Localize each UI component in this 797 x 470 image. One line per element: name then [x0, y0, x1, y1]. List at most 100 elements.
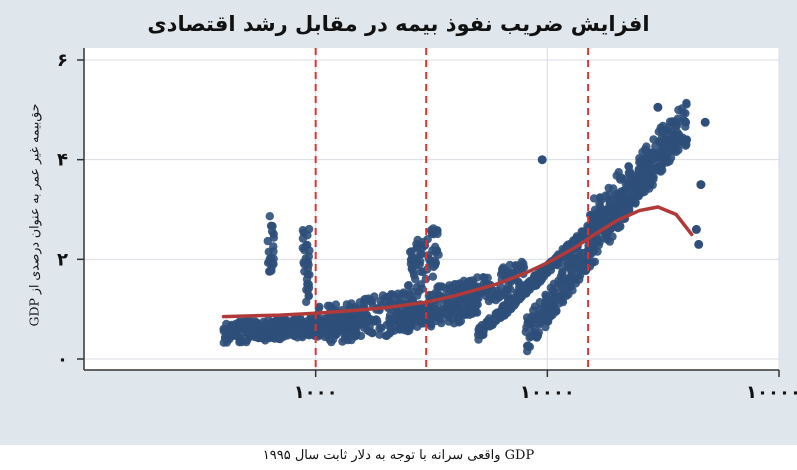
data-point: [375, 324, 384, 333]
data-point: [272, 317, 282, 327]
y-tick-label: ۲: [57, 249, 68, 270]
data-point: [573, 235, 583, 244]
data-point: [222, 319, 231, 329]
data-point: [671, 122, 681, 131]
data-point: [515, 291, 525, 300]
data-point: [316, 319, 326, 328]
data-point: [398, 318, 407, 328]
data-point: [513, 277, 523, 286]
data-point: [468, 299, 477, 308]
data-point: [429, 262, 438, 272]
data-point: [543, 317, 553, 326]
data-point: [548, 310, 557, 320]
data-point: [499, 263, 508, 272]
data-point: [606, 196, 615, 206]
data-point: [287, 330, 296, 339]
data-point: [492, 286, 502, 296]
data-point: [694, 239, 704, 249]
data-point: [512, 266, 522, 276]
tick-labels: ۰ ۲ ۴ ۶ ۱۰۰۰ ۱۰۰۰۰ ۱۰۰۰۰۰: [57, 50, 797, 403]
data-point: [228, 332, 237, 341]
data-point: [524, 286, 533, 295]
data-point: [297, 321, 307, 331]
data-point: [473, 273, 482, 282]
data-point: [636, 180, 645, 190]
x-tick-label: ۱۰۰۰۰: [520, 382, 575, 403]
data-point: [342, 331, 351, 340]
x-tick-label: ۱۰۰۰۰۰: [746, 382, 797, 403]
data-point: [412, 283, 421, 292]
data-point: [404, 319, 414, 329]
data-point: [501, 302, 510, 312]
data-point: [304, 324, 314, 333]
data-point: [568, 253, 577, 262]
data-point: [253, 318, 262, 328]
data-point: [452, 285, 462, 294]
data-point: [425, 290, 435, 300]
data-point: [451, 304, 461, 313]
reference-lines: [314, 48, 590, 370]
data-point: [674, 105, 683, 115]
data-point: [266, 254, 276, 263]
data-point: [331, 300, 341, 309]
data-point: [362, 310, 371, 319]
data-point: [658, 165, 667, 175]
data-point: [658, 128, 667, 137]
y-tick-label: ۶: [57, 50, 68, 71]
data-point: [617, 173, 626, 182]
data-point: [265, 267, 274, 276]
data-point: [523, 341, 533, 350]
data-point: [303, 286, 312, 295]
data-point: [415, 260, 424, 269]
data-point: [532, 329, 541, 339]
data-point: [376, 296, 385, 306]
data-point: [658, 121, 668, 131]
data-point: [547, 262, 556, 271]
chart-title: افزایش ضریب نفوذ بیمه در مقابل رشد اقتصا…: [147, 12, 650, 36]
data-point: [592, 209, 601, 218]
data-point: [634, 190, 643, 199]
data-point: [314, 304, 323, 313]
data-point: [235, 335, 244, 344]
data-point: [541, 302, 550, 312]
data-point: [566, 239, 576, 248]
data-point: [393, 308, 402, 317]
data-point: [332, 320, 341, 329]
data-point: [375, 330, 384, 339]
data-point: [587, 241, 596, 250]
data-point: [246, 332, 255, 341]
data-point: [638, 167, 647, 177]
data-point: [490, 315, 499, 324]
data-point: [431, 242, 440, 251]
data-point: [615, 204, 624, 214]
data-point: [277, 332, 287, 341]
data-point: [546, 283, 555, 292]
data-point: [357, 319, 366, 328]
data-point: [628, 195, 638, 204]
data-point: [669, 141, 678, 150]
data-point: [638, 174, 647, 183]
data-point: [525, 333, 534, 342]
data-point: [571, 274, 580, 284]
data-point: [342, 300, 351, 309]
data-point: [459, 306, 468, 315]
data-point: [649, 175, 658, 184]
data-point: [598, 215, 607, 225]
data-point: [361, 294, 370, 304]
data-point: [653, 102, 663, 112]
data-point: [659, 146, 669, 155]
data-point: [446, 283, 455, 293]
data-point: [304, 330, 313, 339]
data-point: [681, 141, 690, 150]
data-point: [691, 224, 701, 234]
data-point: [281, 315, 290, 324]
data-point: [541, 290, 550, 299]
data-point: [428, 272, 438, 281]
data-point: [603, 235, 612, 244]
data-point: [351, 323, 360, 333]
data-point: [267, 221, 277, 231]
data-point: [588, 223, 598, 233]
data-point: [394, 292, 403, 302]
data-point: [219, 326, 228, 336]
data-point: [673, 114, 683, 123]
